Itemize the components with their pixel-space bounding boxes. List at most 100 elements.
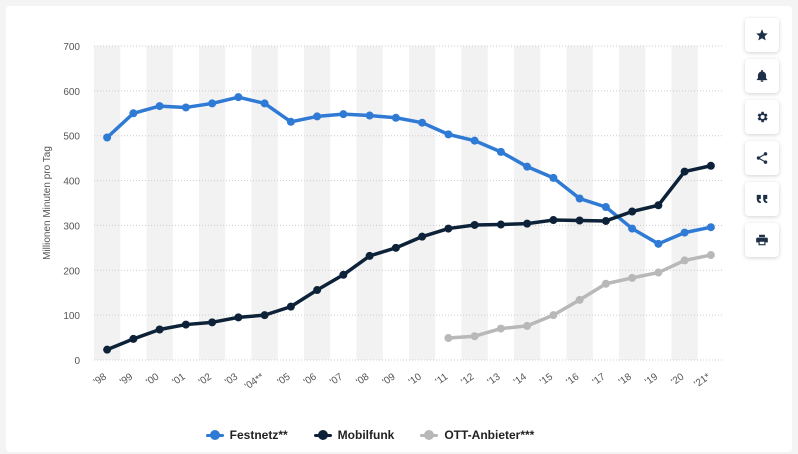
x-tick-label: '98 — [92, 371, 109, 388]
bell-icon — [756, 69, 768, 82]
data-point[interactable] — [260, 99, 269, 108]
data-point[interactable] — [680, 228, 689, 237]
legend-label: Mobilfunk — [337, 428, 395, 442]
data-point[interactable] — [313, 286, 322, 295]
data-point[interactable] — [339, 110, 348, 119]
plot-band — [356, 46, 383, 360]
data-point[interactable] — [181, 320, 190, 329]
data-point[interactable] — [523, 321, 532, 330]
data-point[interactable] — [129, 334, 138, 343]
x-tick-label: '06 — [302, 371, 319, 388]
data-point[interactable] — [706, 251, 715, 260]
data-point[interactable] — [234, 313, 243, 322]
x-tick-label: '09 — [381, 371, 398, 388]
data-point[interactable] — [418, 118, 427, 127]
x-tick-label: '13 — [486, 371, 503, 388]
settings-button[interactable] — [745, 100, 779, 134]
data-point[interactable] — [706, 223, 715, 232]
cite-button[interactable] — [745, 182, 779, 216]
data-point[interactable] — [601, 203, 610, 212]
data-point[interactable] — [496, 324, 505, 333]
data-point[interactable] — [444, 334, 453, 343]
data-point[interactable] — [628, 273, 637, 282]
x-tick-label: '01 — [171, 371, 188, 388]
data-point[interactable] — [129, 109, 138, 118]
data-point[interactable] — [234, 93, 243, 102]
data-point[interactable] — [575, 194, 584, 203]
series-line-0 — [105, 95, 713, 246]
data-point[interactable] — [391, 113, 400, 122]
data-point[interactable] — [313, 112, 322, 121]
print-button[interactable] — [745, 223, 779, 257]
plot-band — [409, 46, 436, 360]
data-point[interactable] — [706, 161, 715, 170]
data-point[interactable] — [103, 345, 112, 354]
data-point[interactable] — [181, 103, 190, 112]
plot-bands — [94, 46, 698, 360]
data-point[interactable] — [339, 270, 348, 279]
data-point[interactable] — [286, 117, 295, 126]
y-axis-label: Millionen Minuten pro Tag — [42, 146, 53, 260]
data-point[interactable] — [418, 232, 427, 241]
data-point[interactable] — [208, 318, 217, 327]
data-point[interactable] — [208, 99, 217, 108]
x-tick-label: '02 — [197, 371, 214, 388]
data-point[interactable] — [496, 147, 505, 156]
legend-label: OTT-Anbieter*** — [444, 428, 535, 442]
data-point[interactable] — [155, 102, 164, 111]
favorite-button[interactable] — [745, 18, 779, 52]
legend-item-mobilfunk[interactable]: Mobilfunk — [313, 428, 395, 442]
data-point[interactable] — [103, 133, 112, 142]
data-point[interactable] — [470, 136, 479, 145]
data-point[interactable] — [654, 201, 663, 210]
data-point[interactable] — [365, 111, 374, 120]
plot-band — [671, 46, 698, 360]
legend-item-ott[interactable]: OTT-Anbieter*** — [420, 428, 534, 442]
chart-card — [6, 6, 792, 452]
data-point[interactable] — [260, 311, 269, 320]
x-tick-label: '12 — [459, 371, 476, 388]
data-point[interactable] — [523, 162, 532, 171]
data-point[interactable] — [628, 224, 637, 233]
data-point[interactable] — [575, 295, 584, 304]
y-tick-label: 100 — [63, 311, 80, 322]
x-tick-label: '05 — [276, 371, 293, 388]
x-axis-ticks: '98 '99 '00 '01 '02 '03'04** '05 '06 '07 '08 '09 '1… — [92, 371, 713, 392]
legend-label: Festnetz** — [229, 428, 288, 442]
data-point[interactable] — [680, 256, 689, 265]
x-tick-label: '03 — [223, 371, 240, 388]
data-point[interactable] — [155, 325, 164, 334]
data-point[interactable] — [286, 302, 295, 311]
print-icon — [756, 234, 768, 246]
x-tick-label: '16 — [564, 371, 581, 388]
data-point[interactable] — [470, 332, 479, 341]
legend-item-festnetz[interactable]: Festnetz** — [205, 428, 288, 442]
data-point[interactable] — [575, 216, 584, 225]
data-point[interactable] — [654, 268, 663, 277]
data-point[interactable] — [444, 130, 453, 139]
data-point[interactable] — [601, 216, 610, 225]
x-tick-label: '10 — [407, 371, 424, 388]
data-point[interactable] — [549, 311, 558, 320]
gridlines — [94, 45, 724, 361]
data-point[interactable] — [365, 251, 374, 260]
x-tick-label: '11 — [434, 371, 451, 387]
data-point[interactable] — [549, 173, 558, 182]
x-tick-label: '15 — [538, 371, 555, 388]
series-points — [103, 93, 715, 354]
data-point[interactable] — [523, 219, 532, 228]
data-point[interactable] — [549, 216, 558, 225]
data-point[interactable] — [654, 239, 663, 248]
x-tick-label: '00 — [144, 371, 161, 388]
data-point[interactable] — [601, 279, 610, 288]
star-icon — [756, 29, 768, 41]
data-point[interactable] — [496, 220, 505, 229]
data-point[interactable] — [628, 207, 637, 216]
data-point[interactable] — [470, 220, 479, 229]
data-point[interactable] — [680, 167, 689, 176]
data-point[interactable] — [444, 224, 453, 233]
notification-button[interactable] — [745, 59, 779, 93]
share-button[interactable] — [745, 141, 779, 175]
x-tick-label: '08 — [354, 371, 371, 388]
data-point[interactable] — [391, 243, 400, 252]
